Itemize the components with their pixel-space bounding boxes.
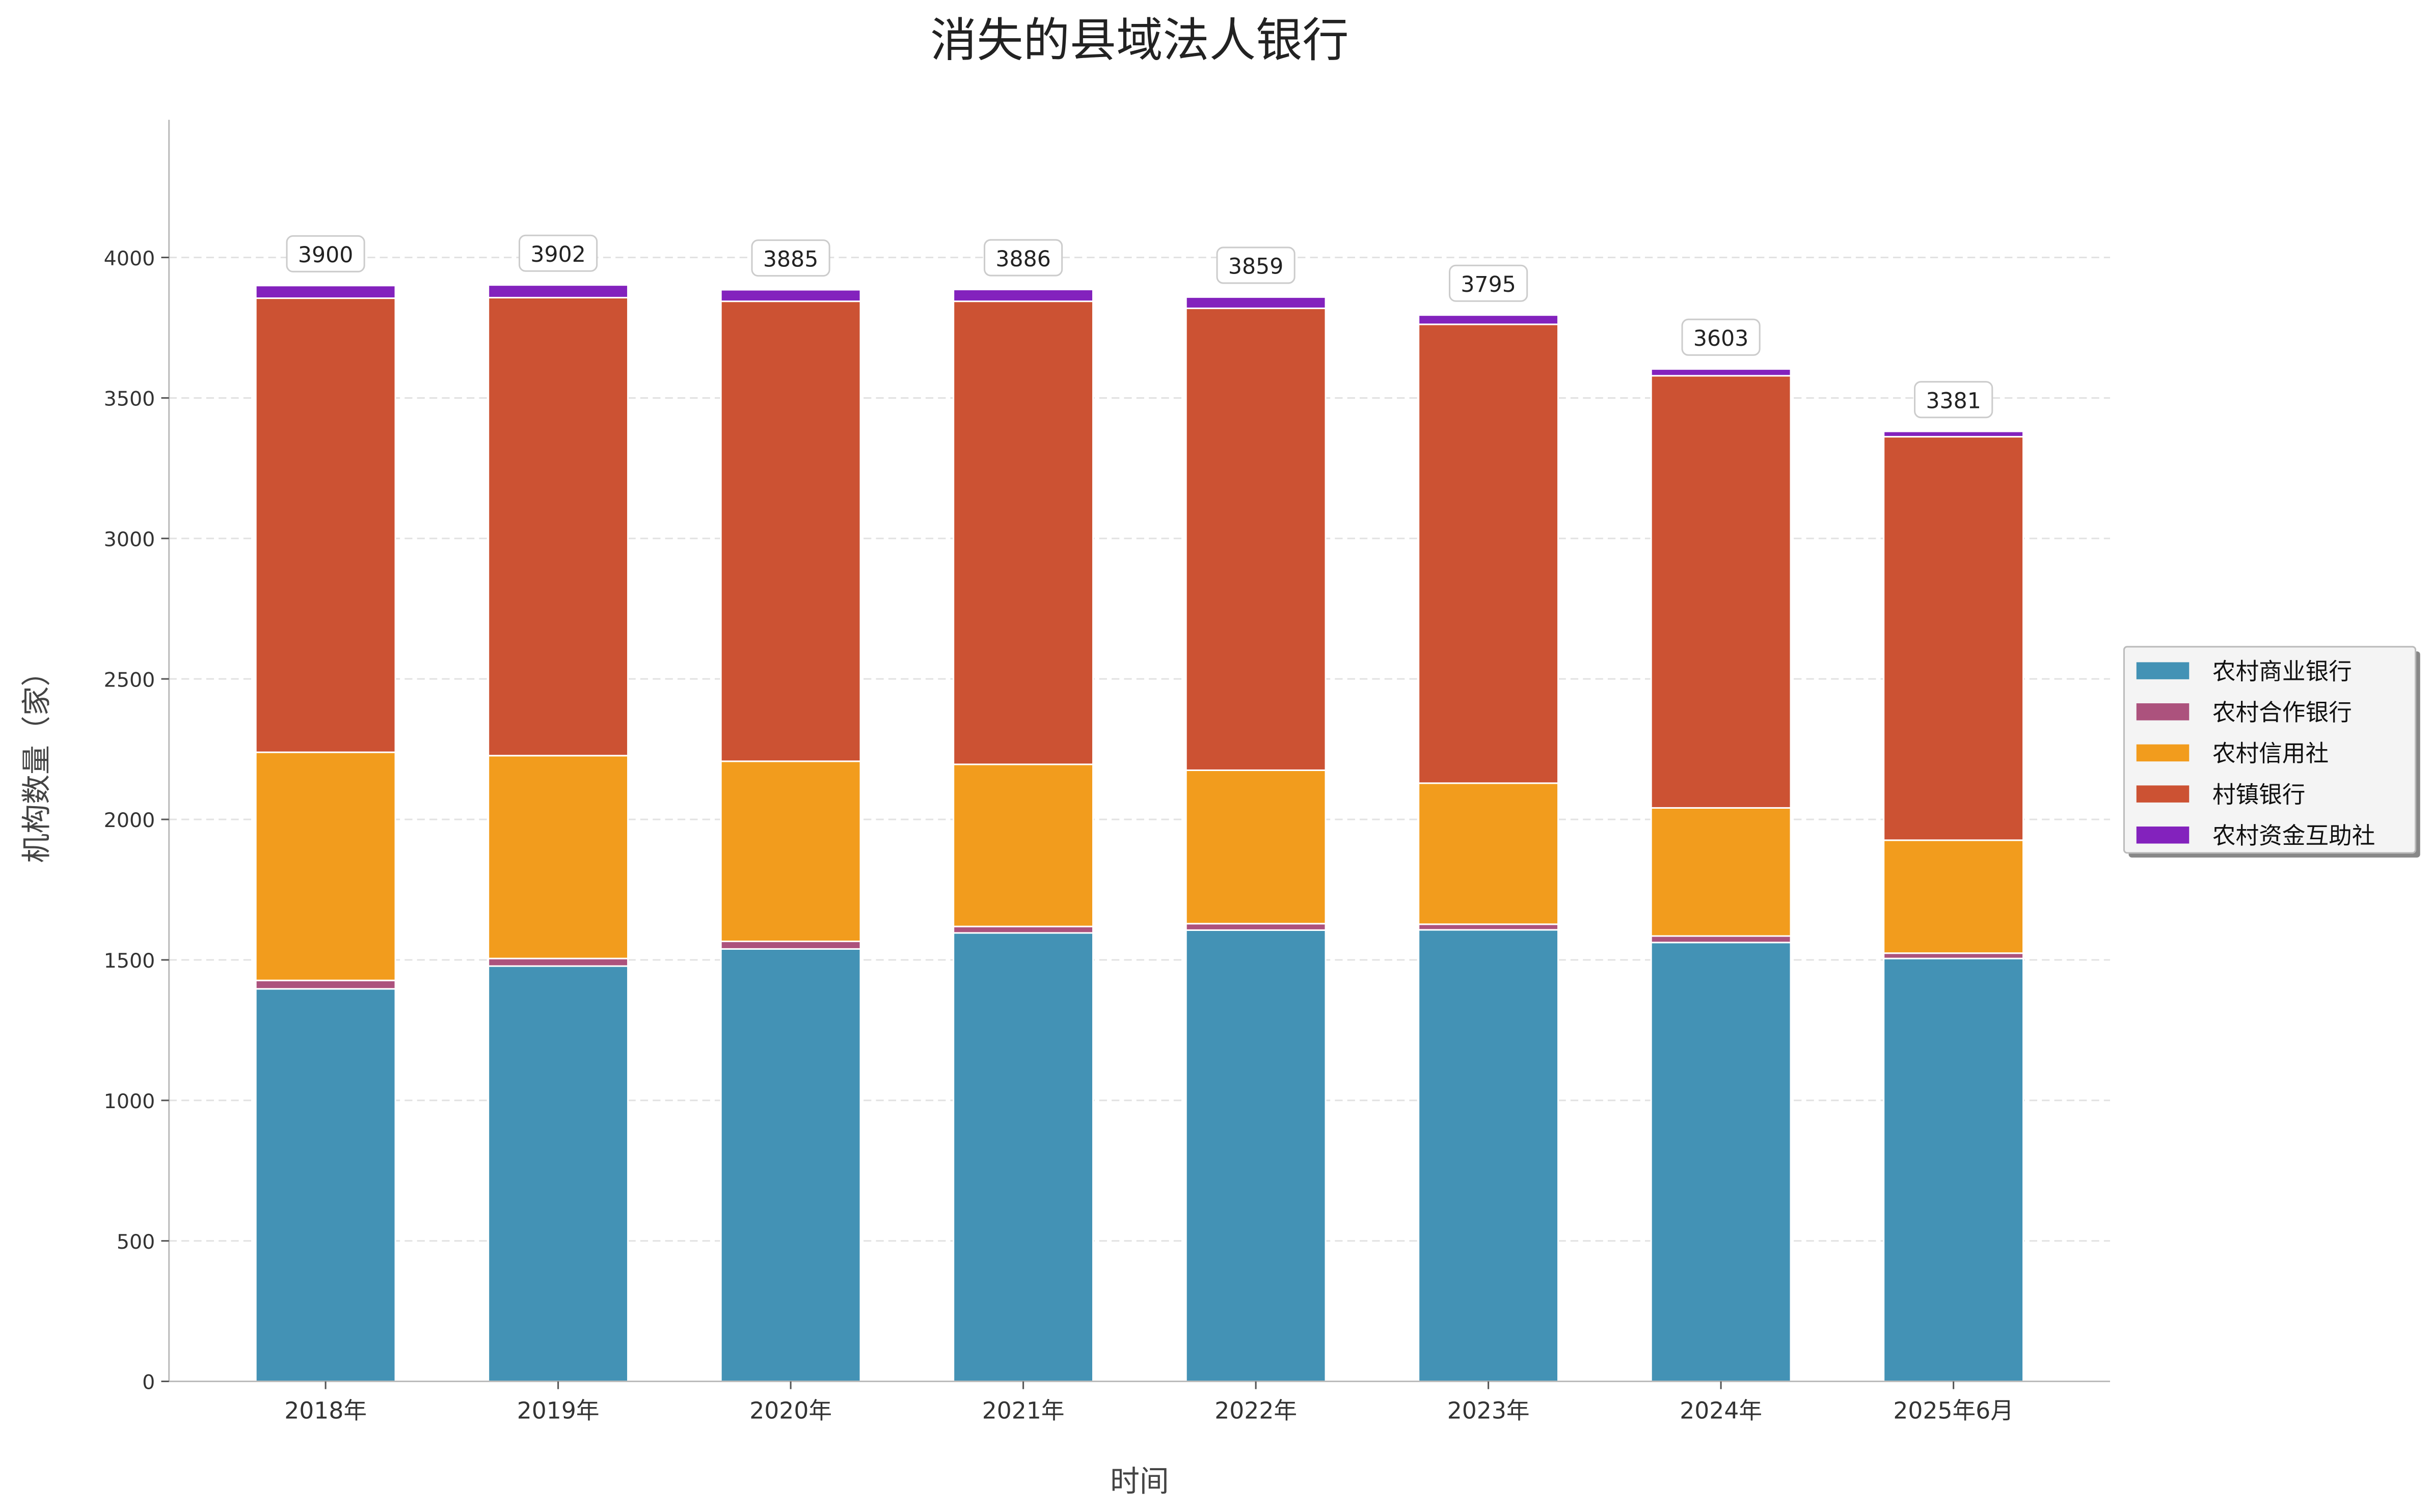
total-label-box <box>286 235 365 272</box>
bar-segment <box>720 760 861 942</box>
chart-title: 消失的县域法人银行 <box>930 13 1349 67</box>
y-tick-label: 3500 <box>104 388 155 411</box>
bar-segment <box>488 965 629 1383</box>
legend-swatch <box>2136 785 2190 803</box>
bar-segment <box>1185 923 1327 931</box>
bar-segment <box>1883 952 2024 959</box>
bar-segment <box>1418 923 1559 931</box>
y-tick-label: 1000 <box>104 1090 155 1113</box>
legend-label: 农村商业银行 <box>2212 658 2352 685</box>
bar-segment <box>720 289 861 303</box>
gridlines <box>169 257 2111 1242</box>
x-tick-label: 2019年 <box>517 1397 600 1424</box>
total-label-box <box>519 234 598 272</box>
bar-segment <box>1650 935 1792 944</box>
total-label: 3886 <box>995 246 1050 272</box>
total-label-box <box>1449 264 1528 302</box>
bar-segment <box>720 948 861 1383</box>
total-label: 3795 <box>1461 272 1516 297</box>
total-label-box <box>984 239 1063 277</box>
bar-segment <box>488 296 629 757</box>
bar-segment <box>1883 436 2024 841</box>
bar-segment <box>1883 839 2024 954</box>
bar-segment <box>1650 368 1792 377</box>
bar-segment <box>488 284 629 298</box>
total-label: 3885 <box>763 246 818 272</box>
bar-segment <box>255 297 396 753</box>
total-label-box <box>1681 318 1761 356</box>
bar-segment <box>255 285 396 299</box>
total-labels: 3900 3902 3885 3886 3859 3795 3603 3381 <box>286 234 1993 419</box>
total-label: 3902 <box>530 242 585 267</box>
total-label: 3859 <box>1228 254 1283 280</box>
bar-segment <box>953 932 1094 1383</box>
bar-segment <box>1650 807 1792 937</box>
bar-segment <box>953 300 1094 765</box>
y-tick-label: 4000 <box>104 247 155 270</box>
legend-box <box>2123 646 2417 854</box>
bar-segment <box>1418 314 1559 325</box>
bar-segment <box>1418 782 1559 925</box>
y-tick-label: 0 <box>142 1371 155 1394</box>
x-axis-label: 时间 <box>1110 1464 1169 1499</box>
y-tick-label: 1500 <box>104 949 155 973</box>
legend-label: 村镇银行 <box>2212 781 2306 808</box>
bar-segment <box>488 957 629 967</box>
total-label-box <box>751 239 830 277</box>
x-tick-label: 2018年 <box>284 1397 367 1424</box>
bar-segment <box>1185 296 1327 309</box>
bar-segment <box>1650 375 1792 809</box>
x-tick-label: 2021年 <box>982 1397 1065 1424</box>
bar-segment <box>720 940 861 950</box>
bar-segment <box>1418 323 1559 784</box>
y-tick-label: 500 <box>117 1230 155 1254</box>
y-ticks: 0 500 1000 1500 2000 2500 3000 3500 4000 <box>104 247 169 1394</box>
x-tick-label: 2023年 <box>1447 1397 1530 1424</box>
legend-label: 农村信用社 <box>2212 740 2329 767</box>
bar-segment <box>1185 769 1327 925</box>
total-label: 3603 <box>1693 326 1748 351</box>
bar-segment <box>1650 942 1792 1383</box>
bar-segment <box>1418 929 1559 1383</box>
y-tick-label: 2000 <box>104 809 155 832</box>
total-label-box <box>1216 246 1295 284</box>
bar-segment <box>255 988 396 1383</box>
bar-segment <box>1185 307 1327 771</box>
bar-segment <box>255 751 396 981</box>
bar-segment <box>1883 957 2024 1383</box>
y-tick-label: 2500 <box>104 668 155 692</box>
total-label: 3381 <box>1926 388 1981 414</box>
bar-segment <box>1883 430 2024 438</box>
y-axis-label: 机构数量（家） <box>19 657 53 863</box>
x-tick-label: 2022年 <box>1214 1397 1297 1424</box>
bar-segment <box>488 755 629 959</box>
x-ticks: 2018年 2019年 2020年 2021年 2022年 2023年 2024年 2025年… <box>284 1381 2014 1424</box>
legend-label: 农村合作银行 <box>2212 699 2352 726</box>
total-label: 3900 <box>298 242 353 268</box>
y-tick-label: 3000 <box>104 528 155 552</box>
bar-segment <box>720 300 861 762</box>
bar-segment <box>1185 929 1327 1383</box>
x-tick-label: 2020年 <box>749 1397 832 1424</box>
legend-label: 农村资金互助社 <box>2212 822 2375 849</box>
bar-segment <box>953 925 1094 934</box>
legend-swatch <box>2136 662 2190 679</box>
total-label-box <box>1914 381 1993 419</box>
bars <box>255 284 2024 1383</box>
legend-swatch <box>2136 703 2190 721</box>
bar-segment <box>953 763 1094 927</box>
legend-swatch <box>2136 826 2190 844</box>
x-tick-label: 2024年 <box>1680 1397 1762 1424</box>
bar-segment <box>953 288 1094 303</box>
legend-swatch <box>2136 744 2190 762</box>
bar-segment <box>255 979 396 990</box>
x-tick-label: 2025年6月 <box>1893 1397 2013 1424</box>
